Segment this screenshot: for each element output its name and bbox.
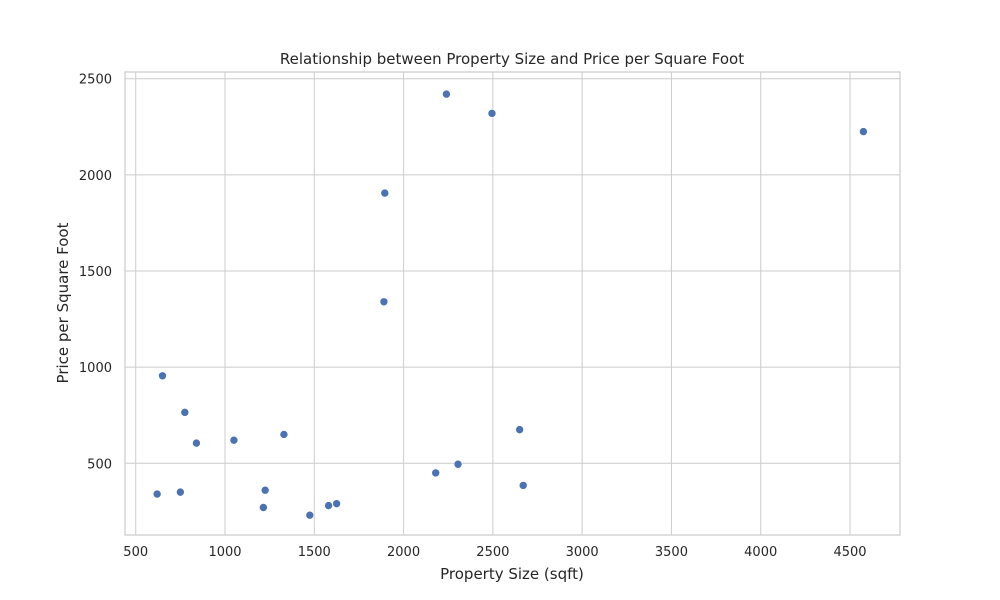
plot-frame xyxy=(124,71,901,536)
x-axis-ticks: 500 1000 1500 2000 2500 3000 3500 4000 4500 xyxy=(123,545,866,560)
data-point xyxy=(487,109,497,118)
data-point xyxy=(515,425,524,434)
data-point xyxy=(180,408,190,417)
data-point xyxy=(379,297,389,307)
data-point xyxy=(442,89,451,99)
data-point xyxy=(158,371,167,381)
data-point xyxy=(518,481,528,490)
chart-title: Relationship between Property Size and P… xyxy=(280,50,744,68)
y-tick-label: 1500 xyxy=(79,265,112,280)
data-point xyxy=(431,468,441,478)
data-point xyxy=(176,487,185,497)
data-point xyxy=(453,459,463,469)
x-tick-label: 4500 xyxy=(833,545,866,560)
data-point xyxy=(260,485,270,495)
x-tick-label: 3500 xyxy=(655,545,688,560)
data-point xyxy=(229,435,239,445)
x-tick-label: 1500 xyxy=(298,545,331,560)
data-point xyxy=(324,501,333,510)
x-tick-label: 1000 xyxy=(208,545,241,560)
y-tick-label: 1000 xyxy=(79,361,112,376)
x-tick-label: 2500 xyxy=(476,545,509,560)
data-point xyxy=(332,499,341,508)
y-axis-label: Price per Square Foot xyxy=(54,222,72,383)
x-axis-label: Property Size (sqft) xyxy=(440,565,584,583)
data-point xyxy=(380,188,390,198)
y-tick-label: 2500 xyxy=(79,73,112,88)
y-axis-ticks: 500 1000 1500 2000 2500 xyxy=(79,73,112,473)
x-tick-label: 3000 xyxy=(566,545,599,560)
x-tick-label: 500 xyxy=(123,545,148,560)
x-tick-label: 2000 xyxy=(387,545,420,560)
data-point xyxy=(192,438,201,448)
x-tick-label: 4000 xyxy=(744,545,777,560)
data-point xyxy=(152,489,162,499)
data-point xyxy=(279,430,289,439)
data-point xyxy=(859,127,868,136)
y-tick-label: 2000 xyxy=(79,169,112,184)
y-tick-label: 500 xyxy=(87,457,112,472)
data-points xyxy=(152,89,868,520)
data-point xyxy=(259,503,268,512)
data-point xyxy=(305,510,315,520)
grid-lines xyxy=(125,72,900,535)
